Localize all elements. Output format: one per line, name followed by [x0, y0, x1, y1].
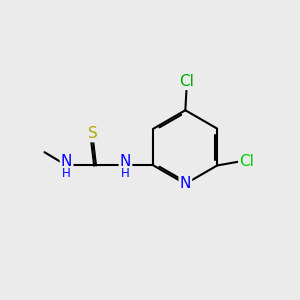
Text: Cl: Cl	[179, 74, 194, 89]
Text: N: N	[120, 154, 131, 169]
Text: N: N	[61, 154, 72, 169]
Text: H: H	[62, 167, 71, 180]
Text: S: S	[88, 126, 98, 141]
Text: N: N	[180, 176, 191, 191]
Text: Cl: Cl	[239, 154, 254, 169]
Text: H: H	[121, 167, 130, 180]
